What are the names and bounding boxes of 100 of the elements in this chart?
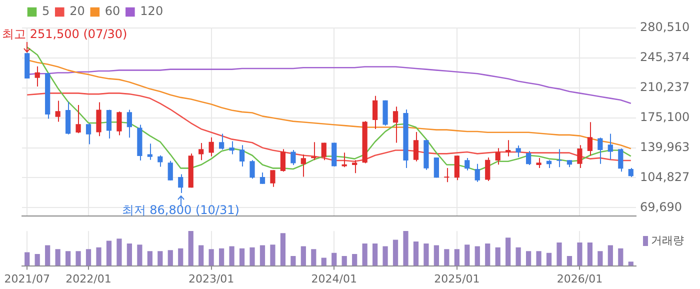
candlestick [598, 137, 603, 164]
bar [464, 244, 470, 266]
bar [250, 247, 255, 266]
candlestick [280, 148, 286, 172]
bar [577, 242, 582, 266]
bar [546, 252, 552, 266]
candlestick [454, 155, 460, 181]
candlestick [474, 163, 480, 182]
bar [536, 251, 542, 266]
candlestick [526, 150, 532, 166]
bar [598, 251, 603, 266]
bar [424, 244, 429, 266]
bar [229, 246, 234, 266]
candlestick [352, 160, 358, 174]
legend-label: 120 [140, 4, 164, 18]
bar [382, 246, 388, 266]
candlestick [178, 174, 184, 194]
legend-label: 60 [104, 4, 120, 18]
y-tick-label: 280,510 [640, 20, 690, 34]
annotation: 최고 251,500 (07/30) [2, 26, 128, 41]
candlestick [106, 109, 112, 140]
y-tick-label: 69,690 [640, 200, 682, 214]
bar [24, 252, 30, 266]
bar [55, 249, 60, 266]
bar [608, 245, 613, 266]
bar [434, 245, 440, 266]
bar [147, 251, 152, 266]
bar [413, 241, 419, 266]
y-tick-label: 139,963 [640, 140, 690, 154]
bar [516, 247, 521, 266]
bar [618, 248, 624, 266]
bar [86, 249, 92, 266]
candlestick [413, 131, 419, 162]
bar [158, 251, 163, 266]
bar [126, 244, 132, 266]
candlestick [392, 106, 398, 144]
candlestick [290, 150, 296, 166]
candlestick [485, 157, 490, 182]
bar [188, 231, 194, 266]
bar [485, 244, 490, 266]
candlestick [260, 172, 266, 184]
bar [403, 231, 408, 266]
candlestick [618, 148, 624, 172]
x-tick-label: 2025/01 [434, 272, 480, 286]
candlestick [158, 154, 163, 168]
bar [239, 248, 245, 266]
x-tick-label: 2024/01 [311, 272, 357, 286]
candlestick [608, 133, 613, 160]
candlestick [556, 148, 562, 168]
bar [342, 256, 347, 266]
y-tick-label: 104,827 [640, 170, 690, 184]
candlestick [96, 102, 102, 137]
candlestick [198, 142, 204, 161]
candlestick [208, 136, 214, 157]
y-tick-label: 210,237 [640, 80, 690, 94]
candlestick [587, 122, 593, 156]
candlestick [434, 157, 440, 178]
bar [495, 247, 500, 266]
candlestick [34, 66, 40, 88]
candlestick [311, 142, 316, 161]
candlestick [229, 140, 234, 155]
candlestick [76, 104, 81, 134]
bar [280, 233, 286, 266]
candlestick [126, 109, 132, 138]
legend-label: 20 [70, 4, 85, 18]
bar [76, 251, 81, 266]
candlestick [218, 133, 224, 150]
bar [352, 254, 358, 266]
candlestick [444, 168, 450, 183]
legend-label: 5 [42, 4, 50, 18]
candlestick [168, 160, 173, 181]
bar [454, 249, 460, 266]
y-tick-label: 245,374 [640, 50, 690, 64]
bar [45, 245, 50, 266]
bar [208, 249, 214, 266]
bar [178, 248, 184, 266]
bar [34, 254, 40, 266]
candlestick [270, 170, 276, 188]
bar [566, 256, 572, 266]
candlestick [250, 160, 255, 180]
bar [137, 244, 142, 266]
y-tick-label: 175,100 [640, 110, 690, 124]
bar [116, 238, 122, 266]
bar [260, 245, 266, 266]
candlestick [116, 111, 122, 136]
bar [506, 238, 511, 266]
candlestick [506, 140, 511, 157]
bar [65, 251, 71, 266]
bar [628, 262, 634, 266]
candlestick [536, 158, 542, 168]
bar [392, 240, 398, 266]
bar [474, 246, 480, 266]
bar [332, 252, 337, 266]
bar [587, 242, 593, 266]
bar [106, 240, 112, 266]
bar [300, 246, 306, 266]
candlestick [55, 100, 60, 122]
candlestick [372, 95, 378, 130]
bar [444, 249, 450, 266]
bar [526, 251, 532, 266]
